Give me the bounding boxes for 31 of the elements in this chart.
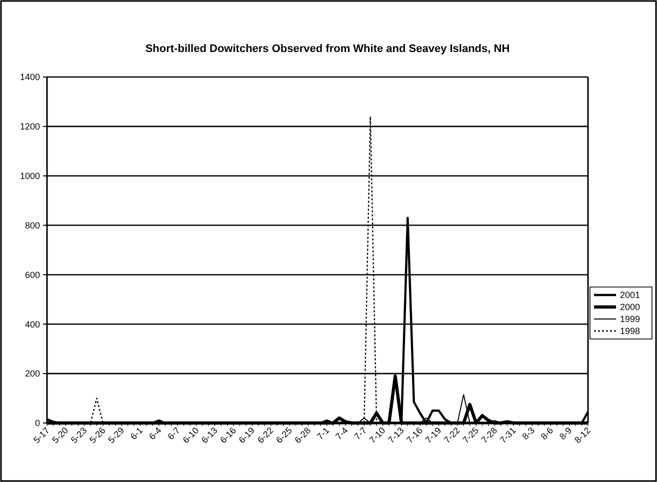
y-tick-label: 1200 <box>20 122 40 132</box>
x-tick-label: 6-1 <box>128 425 145 442</box>
y-tick-label: 200 <box>24 368 40 379</box>
y-tick-label: 800 <box>24 220 40 230</box>
x-tick-label: 6-16 <box>218 425 238 446</box>
x-tick-label: 7-7 <box>352 425 369 442</box>
chart-title: Short-billed Dowitchers Observed from White and Seavey Islands, NH <box>145 43 510 55</box>
x-tick-label: 7-28 <box>479 425 500 446</box>
x-tick-label: 6-4 <box>147 425 164 442</box>
x-tick-label: 8-6 <box>538 425 556 442</box>
legend-label: 1998 <box>620 326 640 336</box>
legend-label: 1999 <box>620 314 640 324</box>
x-tick-label: 7-4 <box>334 425 350 442</box>
y-tick-label: 1000 <box>20 171 40 182</box>
x-tick-label: 7-16 <box>404 425 425 446</box>
legend-label: 2001 <box>620 290 640 300</box>
x-tick-label: 8-3 <box>520 425 536 442</box>
legend-label: 2000 <box>620 302 640 312</box>
x-tick-label: 8-9 <box>557 425 574 442</box>
y-tick-label: 600 <box>24 270 40 280</box>
y-tick-label: 400 <box>24 319 40 330</box>
x-tick-label: 7-19 <box>423 425 444 446</box>
x-tick-label: 7-22 <box>442 425 462 446</box>
x-tick-label: 7-13 <box>386 425 406 446</box>
x-tick-label: 6-28 <box>292 425 313 446</box>
x-tick-label: 7-31 <box>498 425 518 446</box>
x-tick-label: 7-1 <box>314 425 332 442</box>
x-tick-label: 6-7 <box>166 425 182 442</box>
x-tick-label: 7-10 <box>367 425 388 446</box>
y-tick-label: 1400 <box>20 72 40 82</box>
y-tick-label: 0 <box>34 418 40 428</box>
